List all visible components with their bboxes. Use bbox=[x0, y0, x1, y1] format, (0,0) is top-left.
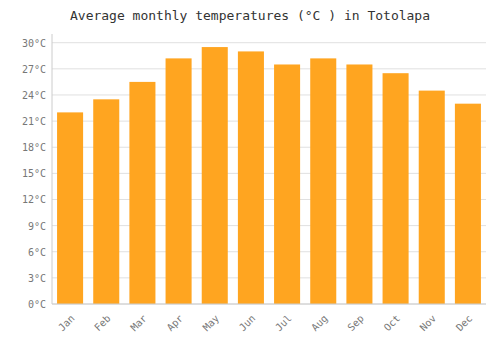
y-tick-label: 15°C bbox=[22, 168, 46, 179]
y-tick-label: 27°C bbox=[22, 64, 46, 75]
y-tick-label: 24°C bbox=[22, 90, 46, 101]
x-tick-label: Oct bbox=[382, 313, 403, 334]
bar bbox=[346, 64, 372, 304]
y-tick-label: 12°C bbox=[22, 194, 46, 205]
bar bbox=[202, 47, 228, 304]
y-tick-label: 6°C bbox=[28, 247, 46, 258]
y-tick-label: 9°C bbox=[28, 221, 46, 232]
bar bbox=[419, 91, 445, 304]
title: Average monthly temperatures (°C ) in To… bbox=[70, 8, 430, 23]
bar bbox=[166, 58, 192, 304]
x-tick-label: Mar bbox=[128, 313, 149, 334]
grid-line bbox=[52, 304, 486, 305]
bar bbox=[310, 58, 336, 304]
y-tick-label: 0°C bbox=[28, 299, 46, 310]
x-tick-label: Feb bbox=[92, 313, 113, 334]
x-tick-label: Aug bbox=[309, 313, 330, 334]
y-tick-label: 30°C bbox=[22, 38, 46, 49]
y-axis-line bbox=[52, 34, 53, 304]
bars bbox=[57, 47, 481, 304]
x-tick-label: Apr bbox=[165, 313, 186, 334]
bar bbox=[238, 51, 264, 304]
y-tick-label: 3°C bbox=[28, 273, 46, 284]
bar bbox=[455, 104, 481, 304]
x-tick-label: Jun bbox=[237, 313, 258, 334]
x-axis-line bbox=[52, 304, 486, 305]
x-tick-label: Nov bbox=[418, 313, 439, 334]
x-tick-label: Dec bbox=[454, 313, 475, 334]
y-tick-label: 21°C bbox=[22, 116, 46, 127]
grid-line bbox=[52, 68, 486, 69]
chart: Average monthly temperatures (°C ) in To… bbox=[0, 0, 500, 350]
bar bbox=[129, 82, 155, 304]
y-tick-label: 18°C bbox=[22, 142, 46, 153]
bar bbox=[383, 73, 409, 304]
bar bbox=[57, 112, 83, 304]
x-tick-label: Jan bbox=[56, 313, 77, 334]
x-tick-label: May bbox=[201, 313, 222, 334]
bar bbox=[93, 99, 119, 304]
grid-line bbox=[52, 42, 486, 43]
grid bbox=[52, 43, 486, 304]
x-tick-label: Jul bbox=[273, 313, 294, 334]
x-tick-label: Sep bbox=[345, 313, 366, 334]
bar bbox=[274, 64, 300, 304]
